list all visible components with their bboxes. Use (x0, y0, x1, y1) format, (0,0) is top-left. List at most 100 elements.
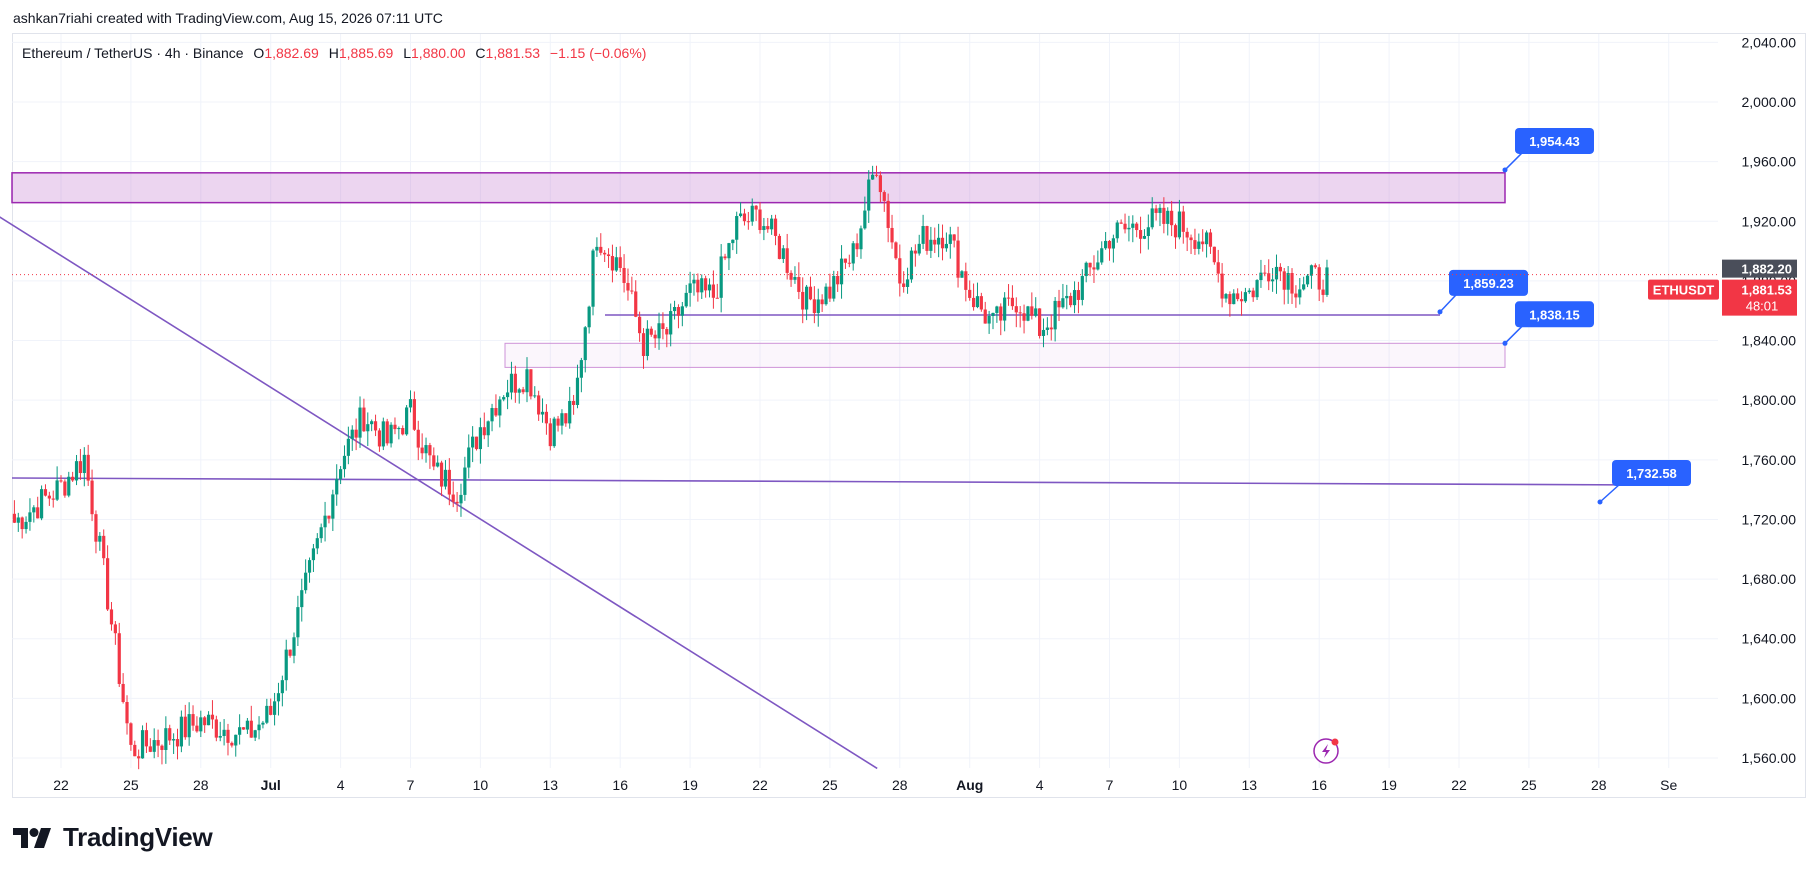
candle (1278, 263, 1282, 282)
candle (226, 723, 230, 756)
candle-body (443, 469, 448, 487)
candle-body (106, 558, 110, 610)
candle-body (579, 360, 583, 378)
candle (389, 422, 393, 448)
candle (789, 270, 793, 287)
candle-body (1084, 262, 1088, 277)
candle (1080, 269, 1084, 306)
candle (1251, 287, 1255, 302)
price-tick-label: 1,760.00 (1742, 452, 1797, 468)
candle-body (1065, 295, 1069, 299)
candle-body (921, 226, 925, 244)
candle (474, 436, 479, 451)
candle-body (455, 501, 459, 504)
candle-body (948, 234, 952, 244)
candle (793, 266, 797, 284)
candle (805, 284, 809, 321)
candle-body (952, 234, 956, 241)
high-label: H (328, 45, 339, 61)
change-value: −1.15 (−0.06%) (549, 45, 647, 61)
candle (1006, 284, 1011, 306)
candle-body (342, 455, 347, 470)
candle-body (529, 369, 533, 397)
price-callout-0: 1,954.43 (1502, 127, 1594, 173)
candle-body (1100, 248, 1104, 263)
candle-body (684, 292, 688, 307)
candle (478, 417, 482, 464)
candle-body (700, 278, 704, 293)
candle (1220, 263, 1224, 308)
candle-body (1274, 266, 1279, 280)
candle-body (1294, 293, 1298, 298)
candle-body (432, 455, 436, 467)
candle (272, 692, 277, 726)
candle-body (1127, 227, 1131, 230)
candle-body (1080, 276, 1084, 300)
candle-body (1142, 236, 1147, 239)
candle (269, 698, 273, 716)
candle-body (968, 289, 972, 298)
candle-body (568, 400, 572, 424)
candle-body (1030, 306, 1034, 316)
candle-body (669, 311, 673, 335)
candle (983, 301, 987, 324)
candle (1072, 281, 1077, 314)
candle (696, 273, 700, 302)
candle (385, 418, 389, 446)
candle (937, 223, 941, 258)
candle (455, 492, 459, 512)
resistance-zone (11, 172, 1506, 204)
candle-body (86, 454, 90, 481)
candle (51, 490, 55, 508)
candle (1146, 214, 1150, 250)
candle (1177, 199, 1181, 240)
candle (1313, 263, 1317, 269)
candle (366, 412, 370, 447)
candle-body (634, 291, 638, 317)
candle (20, 516, 24, 539)
candle (1092, 255, 1096, 283)
candle-body (591, 250, 595, 307)
candle-body (304, 572, 308, 591)
candle (882, 190, 886, 212)
candle-body (494, 408, 498, 416)
candle-body (226, 729, 230, 743)
candle-body (855, 243, 859, 250)
candle-body (109, 609, 114, 625)
annotation-labels: 1,954.43 1,859.23 1,838.15 1,732.58 (1437, 127, 1691, 505)
candle-body (203, 717, 207, 726)
candle-body (836, 276, 840, 285)
candle (1111, 234, 1115, 263)
candle-body (474, 436, 479, 450)
candle (995, 305, 999, 323)
candle (164, 716, 168, 764)
candle-body (851, 243, 855, 264)
candle-body (1290, 273, 1294, 294)
brand[interactable]: TradingView (13, 822, 213, 853)
candle-body (1057, 300, 1061, 308)
candle-body (1204, 232, 1209, 245)
time-tick-label: 25 (1521, 777, 1537, 793)
candle (393, 417, 397, 435)
candle (1138, 216, 1143, 254)
candle-body (649, 328, 653, 335)
candle-body (222, 729, 226, 736)
candle (591, 248, 595, 316)
price-tick-label: 1,680.00 (1742, 571, 1797, 587)
price-callout-1: 1,859.23 (1437, 269, 1528, 315)
candle-body (1038, 308, 1042, 336)
candle (249, 705, 253, 738)
candle (16, 512, 20, 532)
candle (315, 533, 319, 555)
candle (436, 455, 440, 468)
bolt-icon[interactable] (1313, 738, 1339, 764)
candle-body (307, 560, 312, 573)
candle (649, 326, 653, 337)
candle-body (606, 254, 611, 257)
price-callout-2: 1,838.15 (1502, 301, 1594, 346)
candle (1298, 277, 1302, 305)
candle-body (572, 400, 576, 405)
candle-body (1115, 222, 1119, 239)
candle (925, 225, 929, 255)
